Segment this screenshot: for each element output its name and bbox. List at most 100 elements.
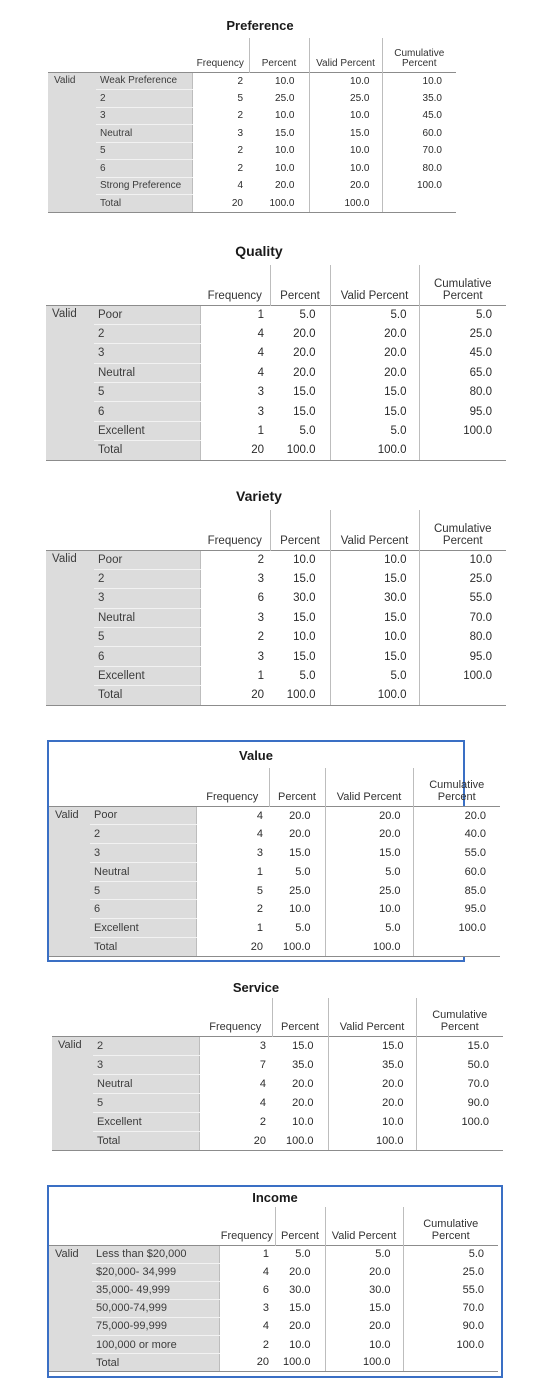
cell-vpct: 10.0 — [308, 142, 382, 160]
cell-cum: 100.0 — [412, 918, 500, 938]
cell-pct: 10.0 — [249, 71, 309, 90]
cell-pct: 10.0 — [249, 159, 309, 177]
cell-cum: 10.0 — [381, 71, 456, 90]
value-header-valid-percent: Valid Percent — [324, 768, 413, 806]
cell-cum: 10.0 — [418, 549, 506, 570]
cell-cum: 60.0 — [412, 862, 500, 882]
cell-freq: 3 — [195, 843, 269, 863]
cell-cum — [418, 440, 506, 461]
quality-header-blank — [46, 265, 94, 305]
cell-pct: 10.0 — [249, 107, 309, 125]
cell-vpct: 20.0 — [308, 177, 382, 195]
cell-cum: 25.0 — [418, 569, 506, 589]
row-category: 5 — [96, 142, 192, 160]
cell-freq: 2 — [198, 1112, 272, 1132]
cell-cum: 55.0 — [412, 843, 500, 863]
table-row: Excellent 1 5.0 5.0 100.0 — [49, 918, 500, 939]
cell-pct: 10.0 — [269, 899, 325, 919]
cell-pct: 10.0 — [270, 549, 330, 570]
cell-cum — [415, 1131, 503, 1152]
row-category: 6 — [94, 401, 200, 422]
table-row: Total 20 100.0 100.0 — [52, 1131, 503, 1152]
cell-cum: 70.0 — [418, 608, 506, 628]
variety-header-percent: Percent — [269, 510, 330, 550]
cell-cum — [381, 194, 456, 213]
cell-freq: 5 — [191, 89, 249, 107]
cell-pct: 20.0 — [272, 1074, 328, 1094]
cell-cum: 35.0 — [381, 89, 456, 107]
cell-pct: 25.0 — [269, 881, 325, 900]
cell-pct: 15.0 — [270, 569, 330, 589]
cell-vpct: 20.0 — [324, 805, 413, 825]
table-row: 3 6 30.0 30.0 55.0 — [46, 588, 506, 609]
cell-freq: 2 — [218, 1335, 275, 1354]
row-category: Poor — [90, 805, 196, 826]
cell-cum: 60.0 — [381, 124, 456, 142]
value-header-frequency: Frequency — [206, 790, 259, 803]
cell-freq: 20 — [191, 194, 249, 213]
row-category: 6 — [94, 646, 200, 667]
cell-pct: 15.0 — [270, 646, 330, 667]
income-header-blank — [49, 1207, 92, 1245]
income-table-title: Income — [252, 1190, 298, 1205]
cell-vpct: 100.0 — [308, 194, 382, 213]
cell-pct: 15.0 — [249, 124, 309, 142]
cell-freq: 4 — [195, 805, 269, 825]
cell-vpct: 20.0 — [324, 1263, 403, 1282]
row-category: Excellent — [94, 421, 200, 442]
income-table-block: Income Frequency Percent Valid Percent Cumul… — [47, 1185, 503, 1378]
table-row: 2 3 15.0 15.0 25.0 — [46, 569, 506, 590]
value-header-blank — [90, 768, 196, 806]
cell-vpct: 10.0 — [308, 107, 382, 125]
table-row: 2 4 20.0 20.0 25.0 — [46, 324, 506, 345]
table-row: 3 3 15.0 15.0 55.0 — [49, 843, 500, 863]
cell-vpct: 5.0 — [324, 862, 413, 882]
cell-pct: 10.0 — [249, 142, 309, 160]
cell-cum: 45.0 — [418, 343, 506, 364]
cell-vpct: 5.0 — [329, 666, 419, 686]
table-row: Total 20 100.0 100.0 — [46, 440, 506, 461]
cell-vpct: 10.0 — [324, 899, 413, 919]
variety-header-frequency: Frequency — [207, 535, 262, 548]
cell-cum: 70.0 — [415, 1074, 503, 1094]
income-frequency-table: Frequency Percent Valid Percent Cumulative … — [49, 1207, 498, 1373]
table-row: 6 2 10.0 10.0 80.0 — [48, 159, 456, 178]
row-category: Neutral — [94, 608, 200, 629]
row-category: Total — [92, 1353, 219, 1373]
quality-frequency-table: Frequency Percent Valid Percent Cumulative … — [46, 265, 506, 461]
row-category: 3 — [96, 107, 192, 125]
table-row: 5 4 20.0 20.0 90.0 — [52, 1093, 503, 1113]
cell-freq: 20 — [199, 685, 270, 706]
variety-table-block: Variety Frequency Percent Valid Percent Cumu… — [46, 470, 506, 713]
row-category: $20,000- 34,999 — [92, 1263, 219, 1282]
row-category: Neutral — [94, 363, 200, 384]
cell-freq: 2 — [191, 71, 249, 90]
cell-vpct: 20.0 — [327, 1074, 416, 1094]
cell-cum — [418, 685, 506, 706]
cell-freq: 3 — [191, 124, 249, 142]
cell-pct: 5.0 — [270, 421, 330, 441]
table-row: Valid 2 3 15.0 15.0 15.0 — [52, 1035, 503, 1152]
cell-pct: 15.0 — [269, 843, 325, 863]
cell-vpct: 100.0 — [324, 1353, 403, 1373]
row-category: 75,000-99,999 — [92, 1317, 219, 1336]
income-header-blank — [92, 1207, 219, 1245]
cell-cum: 25.0 — [418, 324, 506, 344]
income-header-valid-percent: Valid Percent — [324, 1207, 403, 1245]
cell-pct: 15.0 — [270, 401, 330, 422]
quality-header-valid-percent: Valid Percent — [329, 265, 419, 305]
table-row: Valid Poor 1 5.0 5.0 5.0 — [46, 304, 506, 461]
table-row: 2 4 20.0 20.0 40.0 — [49, 824, 500, 845]
table-row: 6 3 15.0 15.0 95.0 — [46, 646, 506, 667]
cell-cum: 100.0 — [402, 1335, 498, 1354]
row-category: Total — [94, 685, 200, 706]
row-category: 6 — [96, 159, 192, 178]
cell-freq: 4 — [191, 177, 249, 195]
cell-freq: 2 — [199, 627, 270, 647]
cell-cum — [412, 937, 500, 957]
quality-valid-label: Valid — [46, 304, 94, 461]
cell-cum: 70.0 — [402, 1299, 498, 1318]
cell-cum: 80.0 — [418, 627, 506, 647]
value-header-percent: Percent — [268, 768, 325, 806]
row-category: Total — [90, 937, 196, 957]
